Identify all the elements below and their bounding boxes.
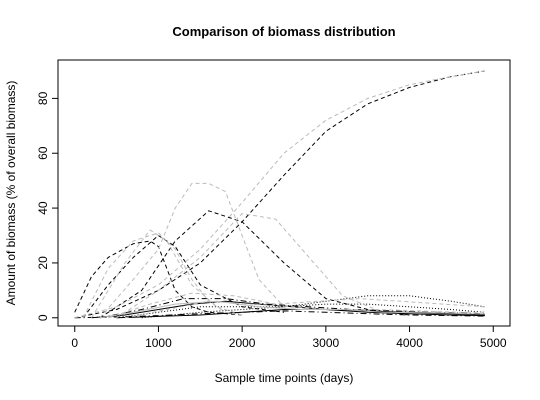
- x-tick-label: 1000: [145, 336, 172, 350]
- series-line-9: [99, 298, 485, 319]
- series-line-16: [108, 292, 485, 319]
- x-tick-label: 3000: [313, 336, 340, 350]
- x-tick-label: 5000: [480, 336, 507, 350]
- plot-area-frame: [57, 59, 511, 327]
- series-line-1: [74, 70, 485, 319]
- y-tick-label: 0: [36, 314, 50, 321]
- series-line-6: [141, 303, 485, 319]
- x-axis: 0 1000 2000 3000 4000 5000: [71, 325, 507, 350]
- x-tick-label: 2000: [229, 336, 256, 350]
- y-axis-label: Amount of biomass (% of overall biomass): [4, 81, 18, 306]
- y-tick-label: 40: [36, 201, 50, 215]
- y-tick-label: 20: [36, 256, 50, 270]
- x-tick-label: 0: [71, 336, 78, 350]
- y-tick-label: 60: [36, 146, 50, 160]
- series-line-12: [82, 232, 243, 319]
- series-line-14: [91, 229, 243, 319]
- series-line-18: [99, 300, 485, 319]
- y-tick-label: 80: [36, 91, 50, 105]
- series-line-7: [91, 300, 485, 319]
- chart-title: Comparison of biomass distribution: [172, 24, 395, 39]
- series-line-3: [82, 235, 285, 319]
- y-axis: 0 20 40 60 80: [36, 91, 59, 321]
- x-axis-label: Sample time points (days): [215, 371, 354, 385]
- series-line-4: [99, 210, 410, 319]
- series-line-5: [116, 295, 485, 319]
- series-line-10: [74, 310, 485, 319]
- series-line-11: [74, 70, 485, 319]
- x-tick-label: 4000: [396, 336, 423, 350]
- series-line-2: [74, 240, 243, 316]
- series-line-17: [124, 300, 485, 319]
- series-line-15: [116, 213, 377, 319]
- series-line-13: [99, 182, 285, 319]
- series-layer: [74, 70, 485, 319]
- series-line-8: [116, 309, 485, 319]
